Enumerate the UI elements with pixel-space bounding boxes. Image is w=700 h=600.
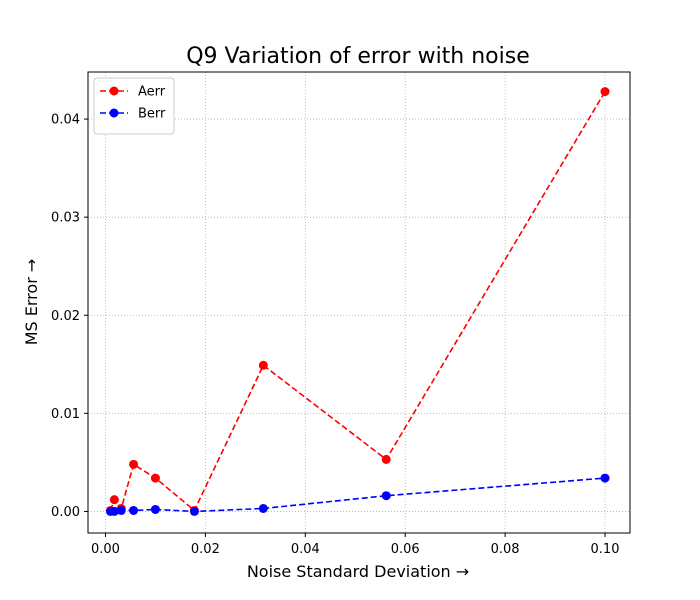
data-point-berr (258, 503, 268, 513)
chart-title: Q9 Variation of error with noise (186, 44, 530, 69)
legend-marker-aerr (109, 86, 119, 96)
data-point-berr (129, 505, 139, 515)
data-point-berr (600, 473, 610, 483)
y-axis-title: MS Error → (22, 259, 41, 346)
axis-ticks: 0.00 0.02 0.04 0.06 0.08 0.10 0.00 0.01 0.02 0.03… (51, 113, 619, 557)
data-point-berr (116, 505, 126, 515)
x-tick-label: 0.00 (91, 542, 120, 557)
x-tick-label: 0.02 (191, 542, 220, 557)
data-point-berr (150, 504, 160, 514)
legend-item-berr: Berr (100, 107, 166, 122)
data-point-aerr (129, 459, 139, 469)
series-berr (105, 473, 610, 516)
y-tick-label: 0.03 (51, 211, 80, 226)
x-tick-label: 0.06 (391, 542, 420, 557)
x-tick-label: 0.10 (591, 542, 620, 557)
data-point-berr (189, 506, 199, 516)
series-layer (105, 87, 610, 516)
plot-area-frame (87, 71, 631, 534)
data-point-aerr (109, 495, 119, 505)
y-tick-label: 0.02 (51, 309, 80, 324)
legend-label-aerr: Aerr (138, 85, 166, 100)
data-point-berr (381, 491, 391, 501)
y-tick-label: 0.01 (51, 407, 80, 422)
x-axis-title: Noise Standard Deviation → (247, 562, 469, 581)
series-line-berr (110, 477, 606, 513)
legend-marker-berr (109, 108, 119, 118)
series-aerr (105, 87, 610, 515)
data-point-berr (109, 506, 119, 516)
legend: Aerr Berr (93, 77, 175, 135)
data-point-aerr (381, 454, 391, 464)
series-line-aerr (109, 91, 606, 512)
y-tick-label: 0.00 (51, 505, 80, 520)
data-point-aerr (600, 87, 610, 97)
legend-item-aerr: Aerr (100, 85, 166, 100)
x-tick-label: 0.08 (491, 542, 520, 557)
legend-label-berr: Berr (138, 107, 166, 122)
grid (88, 72, 630, 533)
data-point-aerr (258, 360, 268, 370)
data-point-aerr (150, 473, 160, 483)
x-tick-label: 0.04 (291, 542, 320, 557)
y-tick-label: 0.04 (51, 113, 80, 128)
